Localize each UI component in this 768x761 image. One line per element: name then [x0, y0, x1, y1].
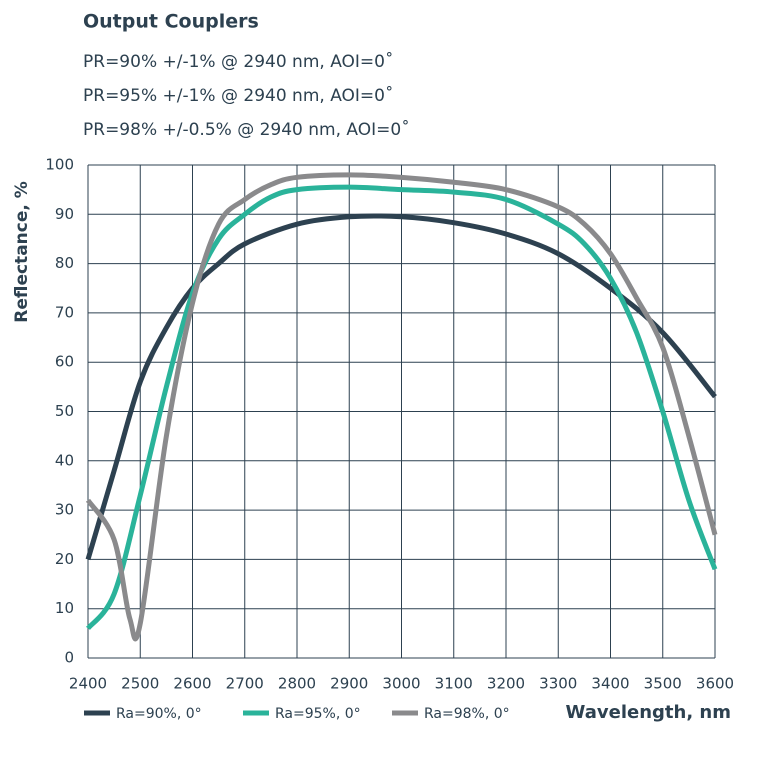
y-tick-label: 50: [55, 402, 74, 420]
x-tick-label: 3000: [382, 675, 420, 693]
x-tick-label: 2400: [69, 675, 107, 693]
y-tick-label: 0: [64, 649, 74, 667]
x-tick-label: 2700: [226, 675, 264, 693]
y-tick-label: 30: [55, 501, 74, 519]
x-tick-label: 3600: [696, 675, 734, 693]
y-tick-label: 20: [55, 550, 74, 568]
x-axis-title: Wavelength, nm: [566, 702, 731, 723]
y-tick-label: 10: [55, 599, 74, 617]
y-tick-label: 70: [55, 303, 74, 321]
subtitle: PR=98% +/-0.5% @ 2940 nm, AOI=0˚: [83, 119, 410, 140]
legend-label: Ra=90%, 0°: [116, 706, 202, 722]
x-tick-label: 2500: [121, 675, 159, 693]
x-tick-label: 2800: [278, 675, 316, 693]
x-tick-label: 3500: [644, 675, 682, 693]
x-tick-label: 3400: [591, 675, 629, 693]
line: [86, 184, 718, 631]
x-tick-label: 2600: [173, 675, 211, 693]
legend-label: Ra=98%, 0°: [424, 706, 510, 722]
x-tick-label: 2900: [330, 675, 368, 693]
legend-label: Ra=95%, 0°: [275, 706, 361, 722]
subtitle: PR=90% +/-1% @ 2940 nm, AOI=0˚: [83, 51, 393, 72]
chart-title: Output Couplers: [83, 11, 259, 33]
y-tick-label: 60: [55, 353, 74, 371]
y-tick-label: 40: [55, 451, 74, 469]
y-axis-title: Reflectance, %: [12, 181, 32, 323]
x-tick-label: 3300: [539, 675, 577, 693]
line: [85, 172, 718, 642]
y-tick-label: 80: [55, 254, 74, 272]
subtitle: PR=95% +/-1% @ 2940 nm, AOI=0˚: [83, 85, 393, 106]
y-tick-label: 90: [55, 205, 74, 223]
y-tick-label: 100: [45, 156, 74, 174]
line: [85, 213, 717, 561]
x-tick-label: 3200: [487, 675, 525, 693]
x-tick-label: 3100: [435, 675, 473, 693]
